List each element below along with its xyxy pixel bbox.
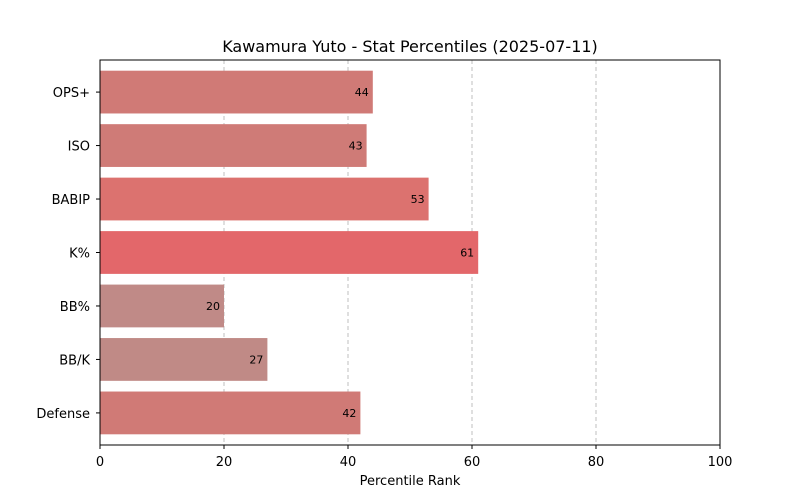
bar-value-label: 20 [206,300,220,313]
y-tick-label: BB/K [59,353,90,368]
bars [100,70,479,435]
y-axis: OPS+ ISO BABIP K% BB% BB/K Defense [36,86,100,422]
data-labels: 44 43 53 61 20 27 42 [206,86,474,420]
bar [100,231,479,274]
chart-title: Kawamura Yuto - Stat Percentiles (2025-0… [222,37,598,56]
x-axis-label: Percentile Rank [360,474,461,489]
y-tick-label: OPS+ [53,86,90,101]
bar [100,391,361,435]
bar [100,284,224,328]
x-tick-label: 20 [216,455,233,470]
y-tick-label: ISO [68,140,90,155]
bar-value-label: 53 [411,193,425,206]
y-tick-label: K% [69,247,90,262]
bar-value-label: 44 [355,86,369,99]
bar [100,338,268,381]
x-tick-label: 60 [464,455,481,470]
bar-value-label: 61 [460,247,474,260]
x-tick-label: 100 [708,455,733,470]
bar [100,177,429,221]
bar-value-label: 43 [349,140,363,153]
x-tick-label: 80 [588,455,605,470]
bar [100,70,373,114]
bar-value-label: 27 [249,353,263,366]
y-tick-label: Defense [36,407,90,422]
bar-value-label: 42 [342,407,356,420]
bar [100,124,367,167]
y-tick-label: BABIP [52,193,91,208]
x-axis: 0 20 40 60 80 100 [96,445,733,470]
x-tick-label: 0 [96,455,104,470]
y-tick-label: BB% [60,300,90,315]
x-tick-label: 40 [340,455,357,470]
